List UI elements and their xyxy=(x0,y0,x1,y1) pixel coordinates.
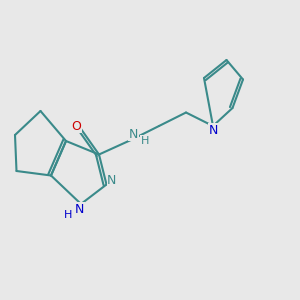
Text: N: N xyxy=(75,203,84,216)
Text: N: N xyxy=(208,124,218,137)
Text: N: N xyxy=(129,128,138,141)
Text: N: N xyxy=(107,173,117,187)
Text: O: O xyxy=(72,119,81,133)
Text: H: H xyxy=(64,210,73,220)
Text: H: H xyxy=(140,136,149,146)
